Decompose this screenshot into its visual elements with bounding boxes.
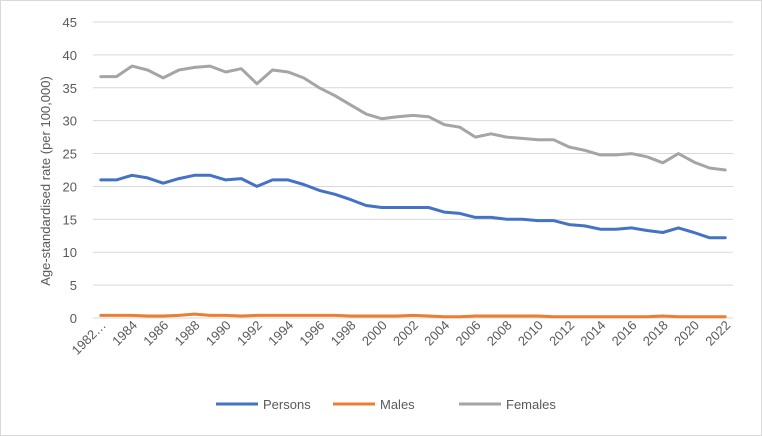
- series-line-females: [99, 64, 727, 172]
- y-tick-label: 35: [63, 81, 77, 96]
- gridlines: [93, 21, 733, 319]
- x-tick-label: 1996: [296, 318, 327, 349]
- x-tick-label: 2006: [453, 318, 484, 349]
- x-tick-label: 1988: [172, 318, 203, 349]
- x-tick-label: 1992: [234, 318, 265, 349]
- x-tick-label: 2014: [577, 318, 608, 349]
- x-tick-label: 2002: [390, 318, 421, 349]
- x-tick-label: 2008: [484, 318, 515, 349]
- y-tick-label: 20: [63, 179, 77, 194]
- y-tick-label: 40: [63, 48, 77, 63]
- x-tick-label: 2000: [359, 318, 390, 349]
- legend-label-males: Males: [380, 397, 415, 412]
- x-tick-label: 1984: [109, 318, 140, 349]
- legend-label-females: Females: [506, 397, 556, 412]
- y-tick-label: 15: [63, 212, 77, 227]
- y-tick-label: 10: [63, 245, 77, 260]
- y-tick-label: 5: [70, 278, 77, 293]
- x-tick-label: 1986: [140, 318, 171, 349]
- legend: Persons Males Females: [216, 397, 556, 412]
- x-axis-tick-labels: 1982… 1984 1986 1988 1990 1992 1994 1996 1998 200…: [69, 318, 734, 358]
- legend-label-persons: Persons: [263, 397, 311, 412]
- series-line-males: [99, 312, 727, 319]
- x-tick-label: 2018: [640, 318, 671, 349]
- x-tick-label: 1990: [203, 318, 234, 349]
- y-axis-tick-labels: 0 5 10 15 20 25 30 35 40 45: [63, 15, 77, 326]
- x-tick-label: 2016: [609, 318, 640, 349]
- x-tick-label: 2022: [702, 318, 733, 349]
- y-tick-label: 45: [63, 15, 77, 30]
- x-tick-label: 1998: [328, 318, 359, 349]
- series-line-persons: [99, 173, 727, 240]
- y-tick-label: 0: [70, 311, 77, 326]
- x-tick-label: 2004: [421, 318, 452, 349]
- y-tick-label: 25: [63, 147, 77, 162]
- x-tick-label: 2012: [546, 318, 577, 349]
- y-axis-title: Age-standardised rate (per 100,000): [38, 76, 53, 286]
- x-tick-label: 1994: [265, 318, 296, 349]
- series-lines: [99, 64, 727, 319]
- x-tick-label: 2020: [671, 318, 702, 349]
- y-tick-label: 30: [63, 114, 77, 129]
- x-tick-label: 2010: [515, 318, 546, 349]
